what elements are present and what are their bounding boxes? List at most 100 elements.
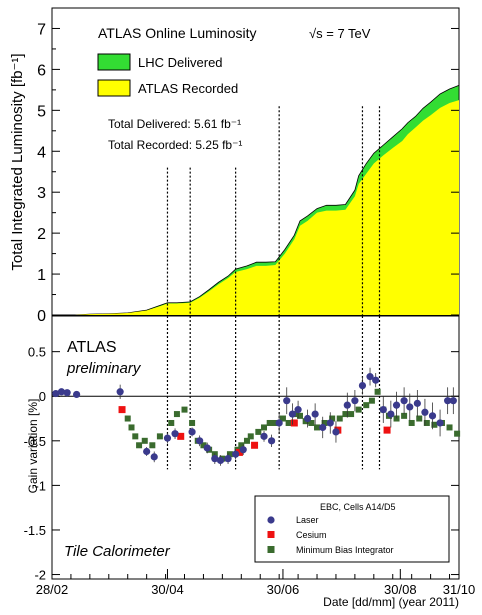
mbi-point [141, 437, 148, 444]
cesium-point [177, 432, 185, 440]
luminosity-y-label: Total Integrated Luminosity [fb⁻¹] [9, 53, 26, 270]
tile-calorimeter-label: Tile Calorimeter [64, 543, 171, 560]
luminosity-y-tick-label: 4 [37, 144, 46, 161]
gain-y-tick-label: -1.5 [24, 523, 46, 538]
laser-point [232, 450, 240, 458]
laser-point [73, 390, 81, 399]
luminosity-y-tick-label: 3 [37, 185, 46, 202]
laser-point [372, 376, 380, 384]
legend-label-laser: Laser [296, 515, 319, 525]
laser-point [406, 403, 414, 411]
mbi-point [247, 433, 254, 440]
legend-swatch-delivered [97, 53, 131, 71]
laser-point [143, 447, 151, 456]
gain-x-tick-label: 30/06 [267, 582, 300, 597]
gain-legend-title: EBC, Cells A14/D5 [320, 502, 396, 512]
laser-point [400, 397, 408, 405]
laser-point [351, 397, 359, 405]
luminosity-y-tick-label: 6 [37, 62, 46, 79]
gain-y-label: Gain variation [%] [26, 399, 40, 494]
legend-marker-laser [267, 516, 275, 524]
total-recorded-label: Total Recorded: 5.25 fb⁻¹ [108, 138, 242, 152]
cesium-point [290, 419, 298, 427]
legend-swatch-recorded [97, 79, 131, 97]
mbi-point [416, 415, 423, 422]
laser-point [319, 423, 327, 432]
laser-point [343, 401, 351, 409]
gain-x-tick-label: 30/08 [384, 582, 417, 597]
mbi-point [314, 424, 321, 431]
laser-point [294, 406, 302, 414]
mbi-point [408, 419, 415, 426]
mbi-point [431, 421, 438, 428]
mbi-point [423, 419, 430, 426]
gain-y-ticks: -2 -1.5 -1 -0.5 0 0.5 [24, 345, 459, 583]
laser-point [224, 455, 232, 463]
luminosity-y-tick-label: 0 [37, 308, 46, 325]
mbi-point [355, 406, 362, 413]
gain-x-tick-label: 31/10 [443, 582, 476, 597]
laser-point [57, 388, 66, 396]
mbi-point [342, 411, 349, 418]
laser-point [216, 456, 225, 465]
legend-label-mbi: Minimum Bias Integrator [296, 545, 394, 555]
luminosity-y-tick-label: 7 [37, 21, 46, 38]
laser-point [288, 410, 297, 418]
preliminary-label: preliminary [66, 360, 142, 377]
recorded-area [52, 100, 459, 315]
mbi-point [272, 419, 279, 426]
laser-point [444, 397, 452, 405]
laser-point [436, 419, 444, 427]
legend-label-recorded: ATLAS Recorded [138, 81, 238, 96]
laser-point [52, 389, 60, 398]
luminosity-y-tick-label: 2 [37, 226, 46, 243]
mbi-point [446, 424, 453, 431]
mbi-point [329, 415, 336, 422]
laser-point [303, 414, 312, 423]
gain-y-tick-label: -2 [34, 568, 46, 583]
laser-point [428, 412, 437, 420]
laser-point [188, 428, 196, 436]
cesium-point [383, 426, 391, 434]
laser-point [326, 419, 334, 427]
luminosity-y-ticks: 0 1 2 3 4 5 6 7 [37, 7, 459, 325]
luminosity-areas [52, 84, 460, 316]
laser-point [239, 446, 247, 454]
legend-marker-mbi [267, 546, 275, 553]
mbi-point [454, 430, 461, 437]
gain-y-tick-label: 0.5 [28, 345, 46, 360]
mbi-point [321, 419, 328, 426]
mbi-point [181, 406, 188, 413]
mbi-point [238, 442, 245, 449]
laser-point [392, 401, 401, 409]
mbi-point [124, 415, 131, 422]
gain-points [52, 367, 461, 466]
laser-point [196, 437, 204, 445]
laser-point [332, 428, 340, 436]
luminosity-dotted-lines [166, 106, 381, 315]
total-delivered-label: Total Delivered: 5.61 fb⁻¹ [108, 117, 241, 131]
mbi-point [308, 419, 315, 426]
laser-point [211, 455, 219, 463]
gain-y-tick-label: 0 [39, 389, 46, 404]
gain-x-tick-label: 28/02 [36, 582, 69, 597]
laser-point [379, 406, 387, 414]
mbi-point [136, 442, 143, 449]
laser-point [449, 397, 457, 405]
legend-label-delivered: LHC Delivered [138, 55, 223, 70]
mbi-point [336, 415, 343, 422]
mbi-point [243, 437, 250, 444]
mbi-point [226, 451, 233, 458]
gain-panel: -2 -1.5 -1 -0.5 0 0.5 28/02 30/04 30/06 30/08 31/… [24, 315, 476, 609]
mbi-point [128, 424, 135, 431]
mbi-point [266, 419, 273, 426]
mbi-point [363, 402, 370, 409]
gain-x-tick-label: 30/04 [151, 582, 184, 597]
laser-point [171, 430, 179, 438]
legend-marker-cesium [267, 531, 275, 538]
laser-point [413, 399, 421, 407]
cesium-point [235, 448, 243, 456]
mbi-point [200, 442, 207, 449]
mbi-point [401, 412, 408, 419]
gain-legend-box [254, 495, 450, 563]
